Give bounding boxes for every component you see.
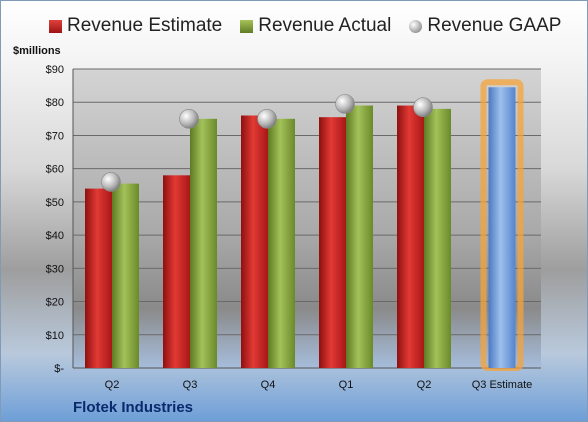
legend-item-gaap: Revenue GAAP — [409, 15, 561, 37]
bar-estimate — [397, 105, 424, 369]
bar-estimate — [241, 115, 268, 368]
bar-estimate — [319, 117, 346, 368]
x-tick-label: Q4 — [261, 379, 276, 391]
y-tick-label: $90 — [46, 64, 64, 76]
legend-item-actual: Revenue Actual — [240, 15, 391, 37]
x-tick-label: Q1 — [339, 379, 354, 391]
bar-estimate — [163, 175, 190, 368]
bar-actual — [346, 105, 373, 369]
legend-swatch-gaap — [409, 19, 423, 33]
x-tick-label: Q3 Estimate — [472, 379, 533, 391]
point-gaap — [179, 109, 199, 129]
point-gaap — [413, 97, 433, 118]
y-tick-label: $- — [54, 363, 64, 375]
y-tick-label: $20 — [46, 297, 64, 309]
y-tick-label: $70 — [46, 130, 64, 142]
gridlines — [73, 68, 541, 369]
x-tick-label: Q2 — [417, 379, 432, 391]
legend-label-estimate: Revenue Estimate — [67, 15, 223, 36]
company-name: Flotek Industries — [73, 399, 194, 416]
bar-actual — [424, 108, 451, 368]
y-tick-label: $60 — [46, 164, 64, 176]
x-tick-label: Q2 — [105, 379, 120, 391]
y-tick-label: $80 — [46, 97, 64, 109]
point-gaap — [335, 94, 355, 114]
bar-actual — [190, 118, 217, 368]
legend-label-gaap: Revenue GAAP — [427, 15, 562, 36]
y-tick-label: $40 — [46, 230, 64, 242]
bar-forecast — [488, 87, 516, 369]
y-tick-label: $30 — [46, 263, 64, 275]
legend: Revenue Estimate Revenue Actual Revenue … — [49, 15, 561, 37]
plot-area — [73, 69, 541, 368]
legend-swatch-actual — [240, 19, 254, 33]
y-axis: $- $10 $20 $30 $40 $50 $60 $70 $80 $90 — [46, 64, 74, 375]
bar-actual — [112, 183, 139, 368]
x-tick-label: Q3 — [183, 379, 198, 391]
bar-actual — [268, 118, 295, 368]
legend-swatch-estimate — [49, 19, 62, 33]
y-tick-label: $10 — [46, 330, 64, 342]
point-gaap — [101, 172, 121, 192]
legend-label-actual: Revenue Actual — [258, 15, 392, 36]
bars — [85, 79, 524, 372]
y-axis-unit-label: $millions — [13, 45, 61, 57]
x-axis: Q2 Q3 Q4 Q1 Q2 Q3 Estimate — [105, 379, 533, 391]
legend-item-estimate: Revenue Estimate — [49, 15, 222, 37]
point-gaap — [257, 109, 277, 129]
bar-estimate — [85, 188, 112, 368]
y-tick-label: $50 — [46, 197, 64, 209]
